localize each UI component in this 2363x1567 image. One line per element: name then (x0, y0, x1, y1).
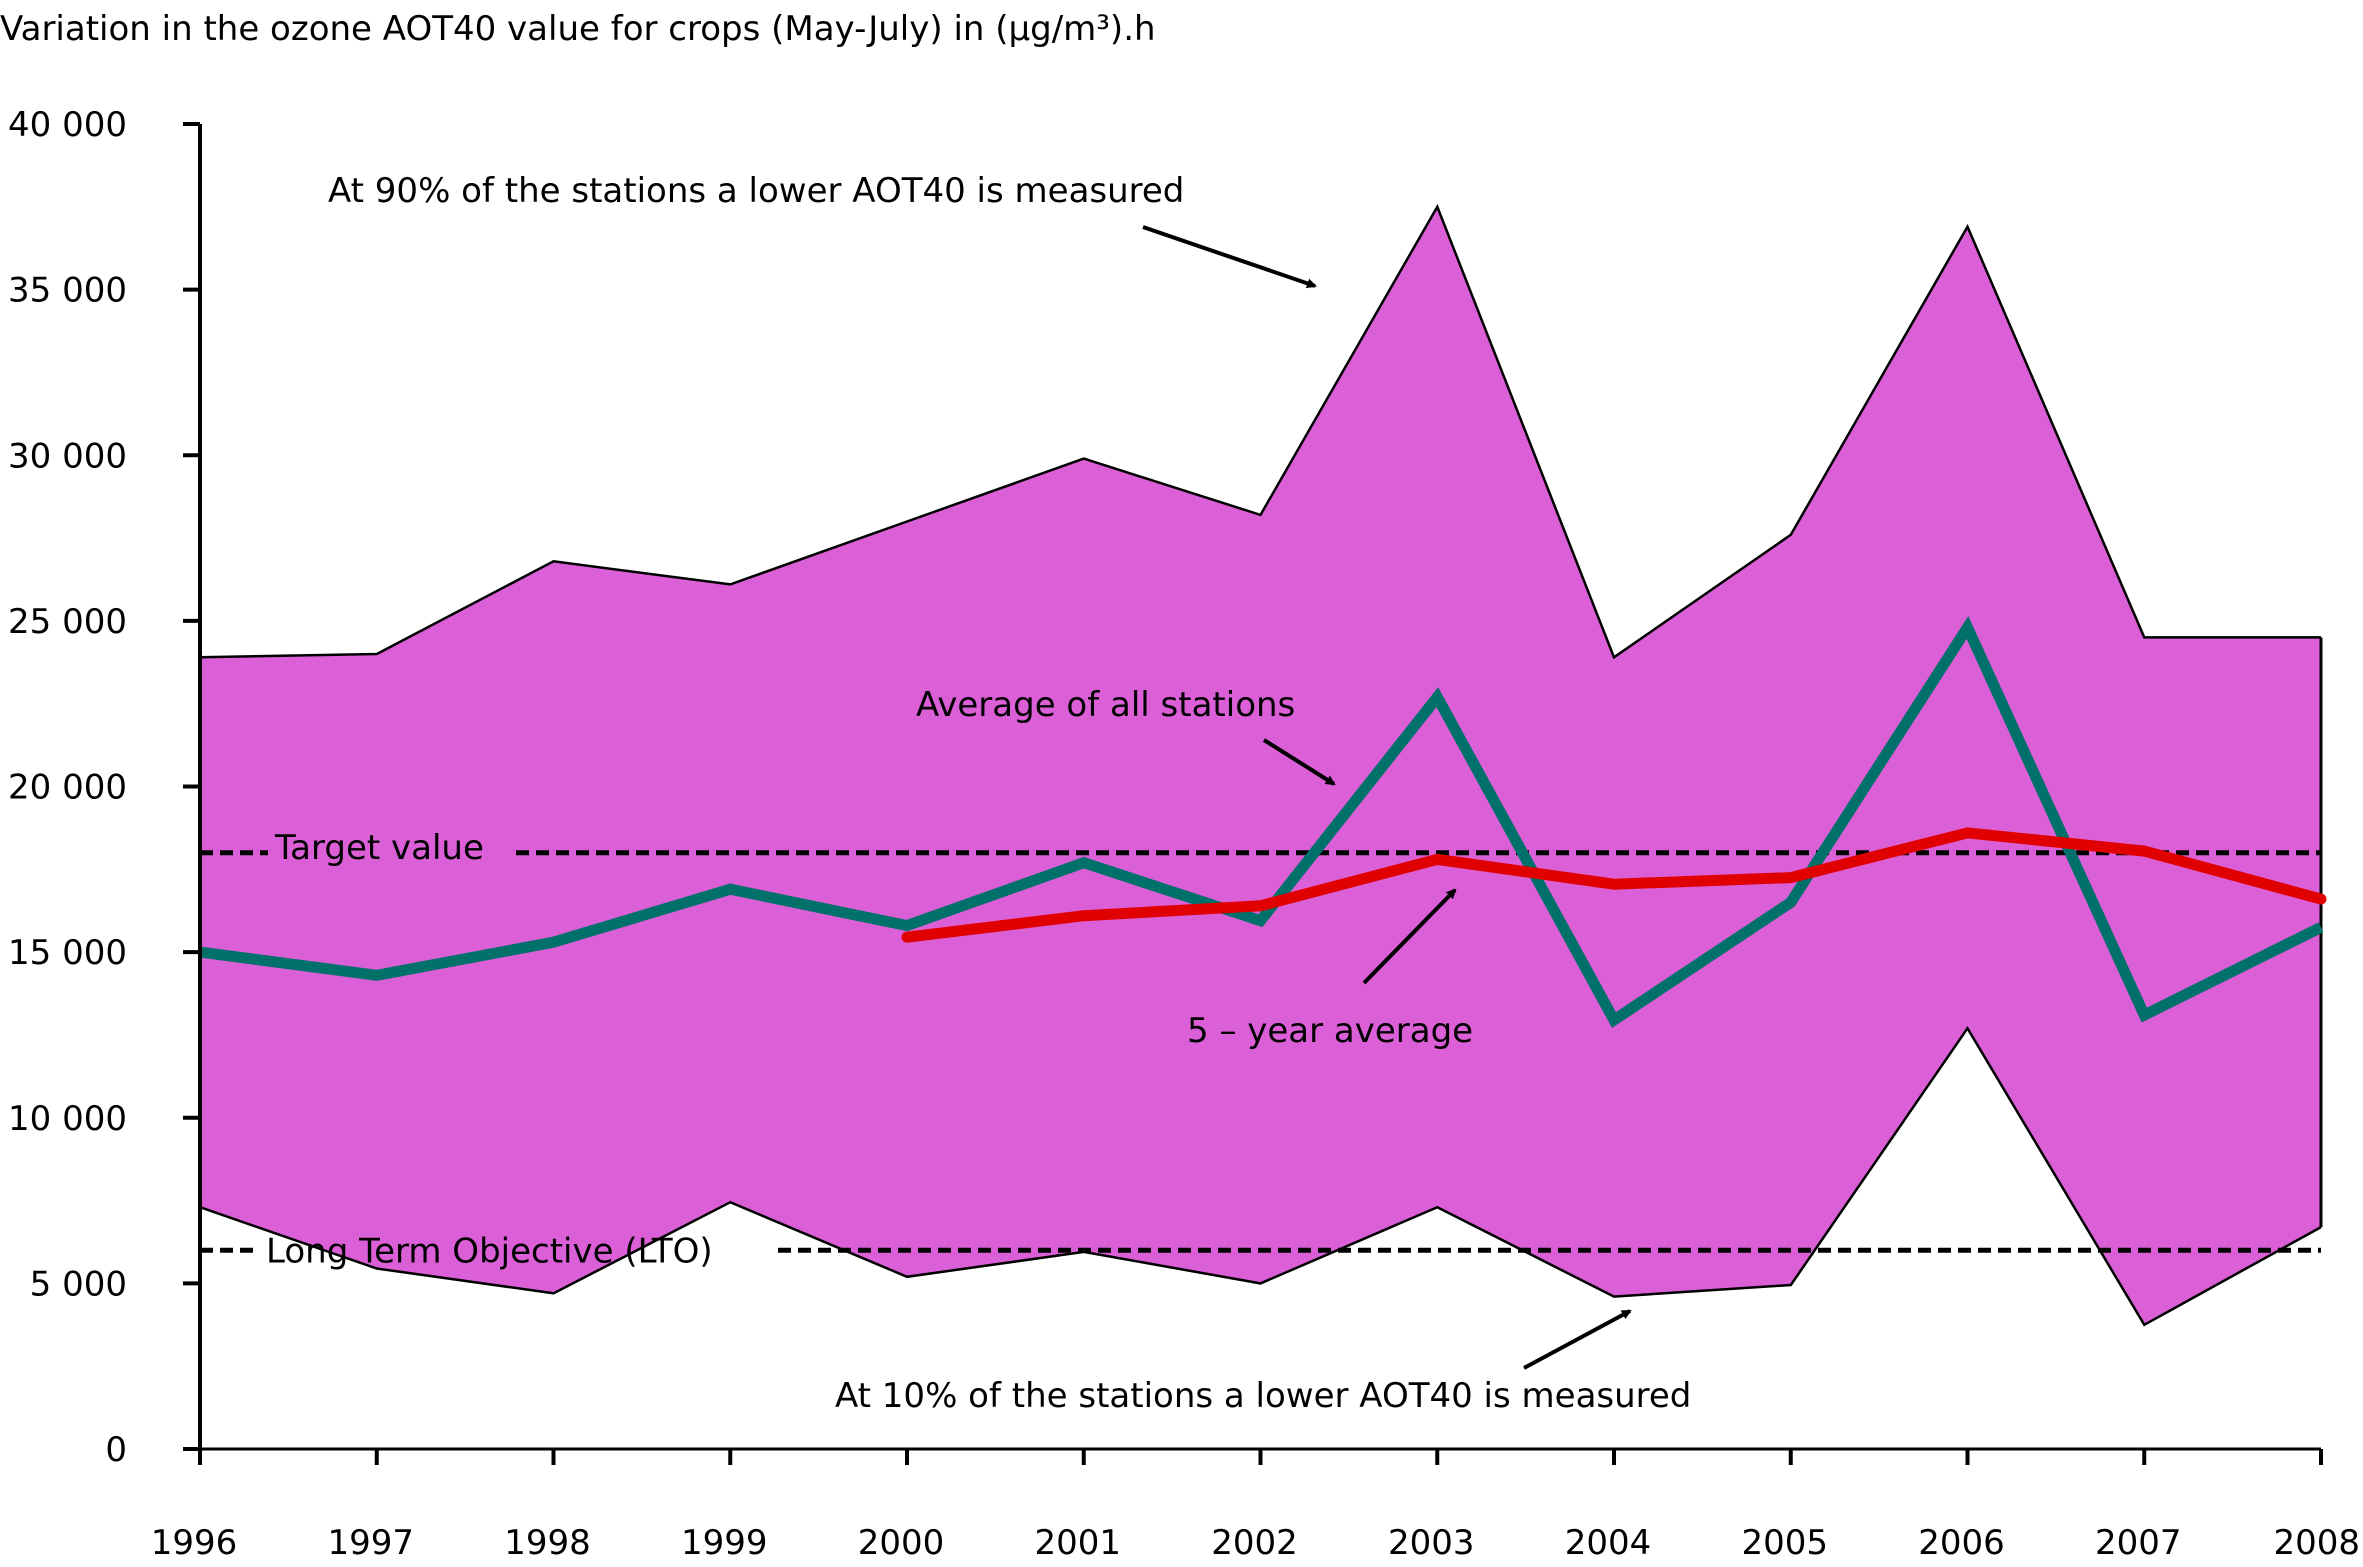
y-tick-label: 15 000 (8, 933, 127, 973)
x-tick-label: 1999 (681, 1523, 768, 1562)
chart-title: Variation in the ozone AOT40 value for c… (0, 9, 1156, 49)
y-tick-label: 20 000 (8, 768, 127, 808)
lto-label: Long Term Objective (LTO) (266, 1231, 713, 1271)
x-tick-label: 2002 (1211, 1523, 1298, 1562)
x-tick-label: 2006 (1918, 1523, 2005, 1562)
y-axis-ticks: 0 5 000 10 000 15 000 20 000 25 000 30 000 35 0… (8, 105, 200, 1470)
x-tick-label: 2004 (1565, 1523, 1652, 1562)
annotation-p90: At 90% of the stations a lower AOT40 is … (328, 171, 1184, 211)
x-tick-label: 1998 (504, 1523, 591, 1562)
x-axis-ticks: 1996 1997 1998 1999 2000 2001 2002 2003 2004 2005… (151, 1449, 2360, 1562)
percentile-band-area (200, 207, 2321, 1325)
y-tick-label: 10 000 (8, 1099, 127, 1139)
y-tick-label: 5 000 (30, 1264, 127, 1304)
annotation-p90-arrow (1143, 227, 1315, 286)
annotation-p10: At 10% of the stations a lower AOT40 is … (835, 1376, 1691, 1416)
percentile-band-layer (200, 207, 2321, 1325)
annotation-p10-arrow (1524, 1311, 1630, 1368)
y-tick-label: 25 000 (8, 602, 127, 642)
x-tick-label: 2001 (1034, 1523, 1121, 1562)
annotation-average-all-stations: Average of all stations (916, 685, 1295, 725)
x-tick-label: 2008 (2273, 1523, 2360, 1562)
y-tick-label: 30 000 (8, 436, 127, 476)
y-tick-label: 35 000 (8, 271, 127, 311)
y-tick-label: 0 (105, 1430, 127, 1470)
x-tick-label: 2000 (858, 1523, 945, 1562)
annotation-5-year-average: 5 – year average (1187, 1011, 1473, 1051)
x-tick-label: 2005 (1741, 1523, 1828, 1562)
target-value-label: Target value (274, 828, 484, 868)
x-tick-label: 1996 (151, 1523, 238, 1562)
y-tick-label: 40 000 (8, 105, 127, 145)
x-tick-label: 2003 (1388, 1523, 1475, 1562)
x-tick-label: 1997 (327, 1523, 414, 1562)
x-tick-label: 2007 (2095, 1523, 2182, 1562)
